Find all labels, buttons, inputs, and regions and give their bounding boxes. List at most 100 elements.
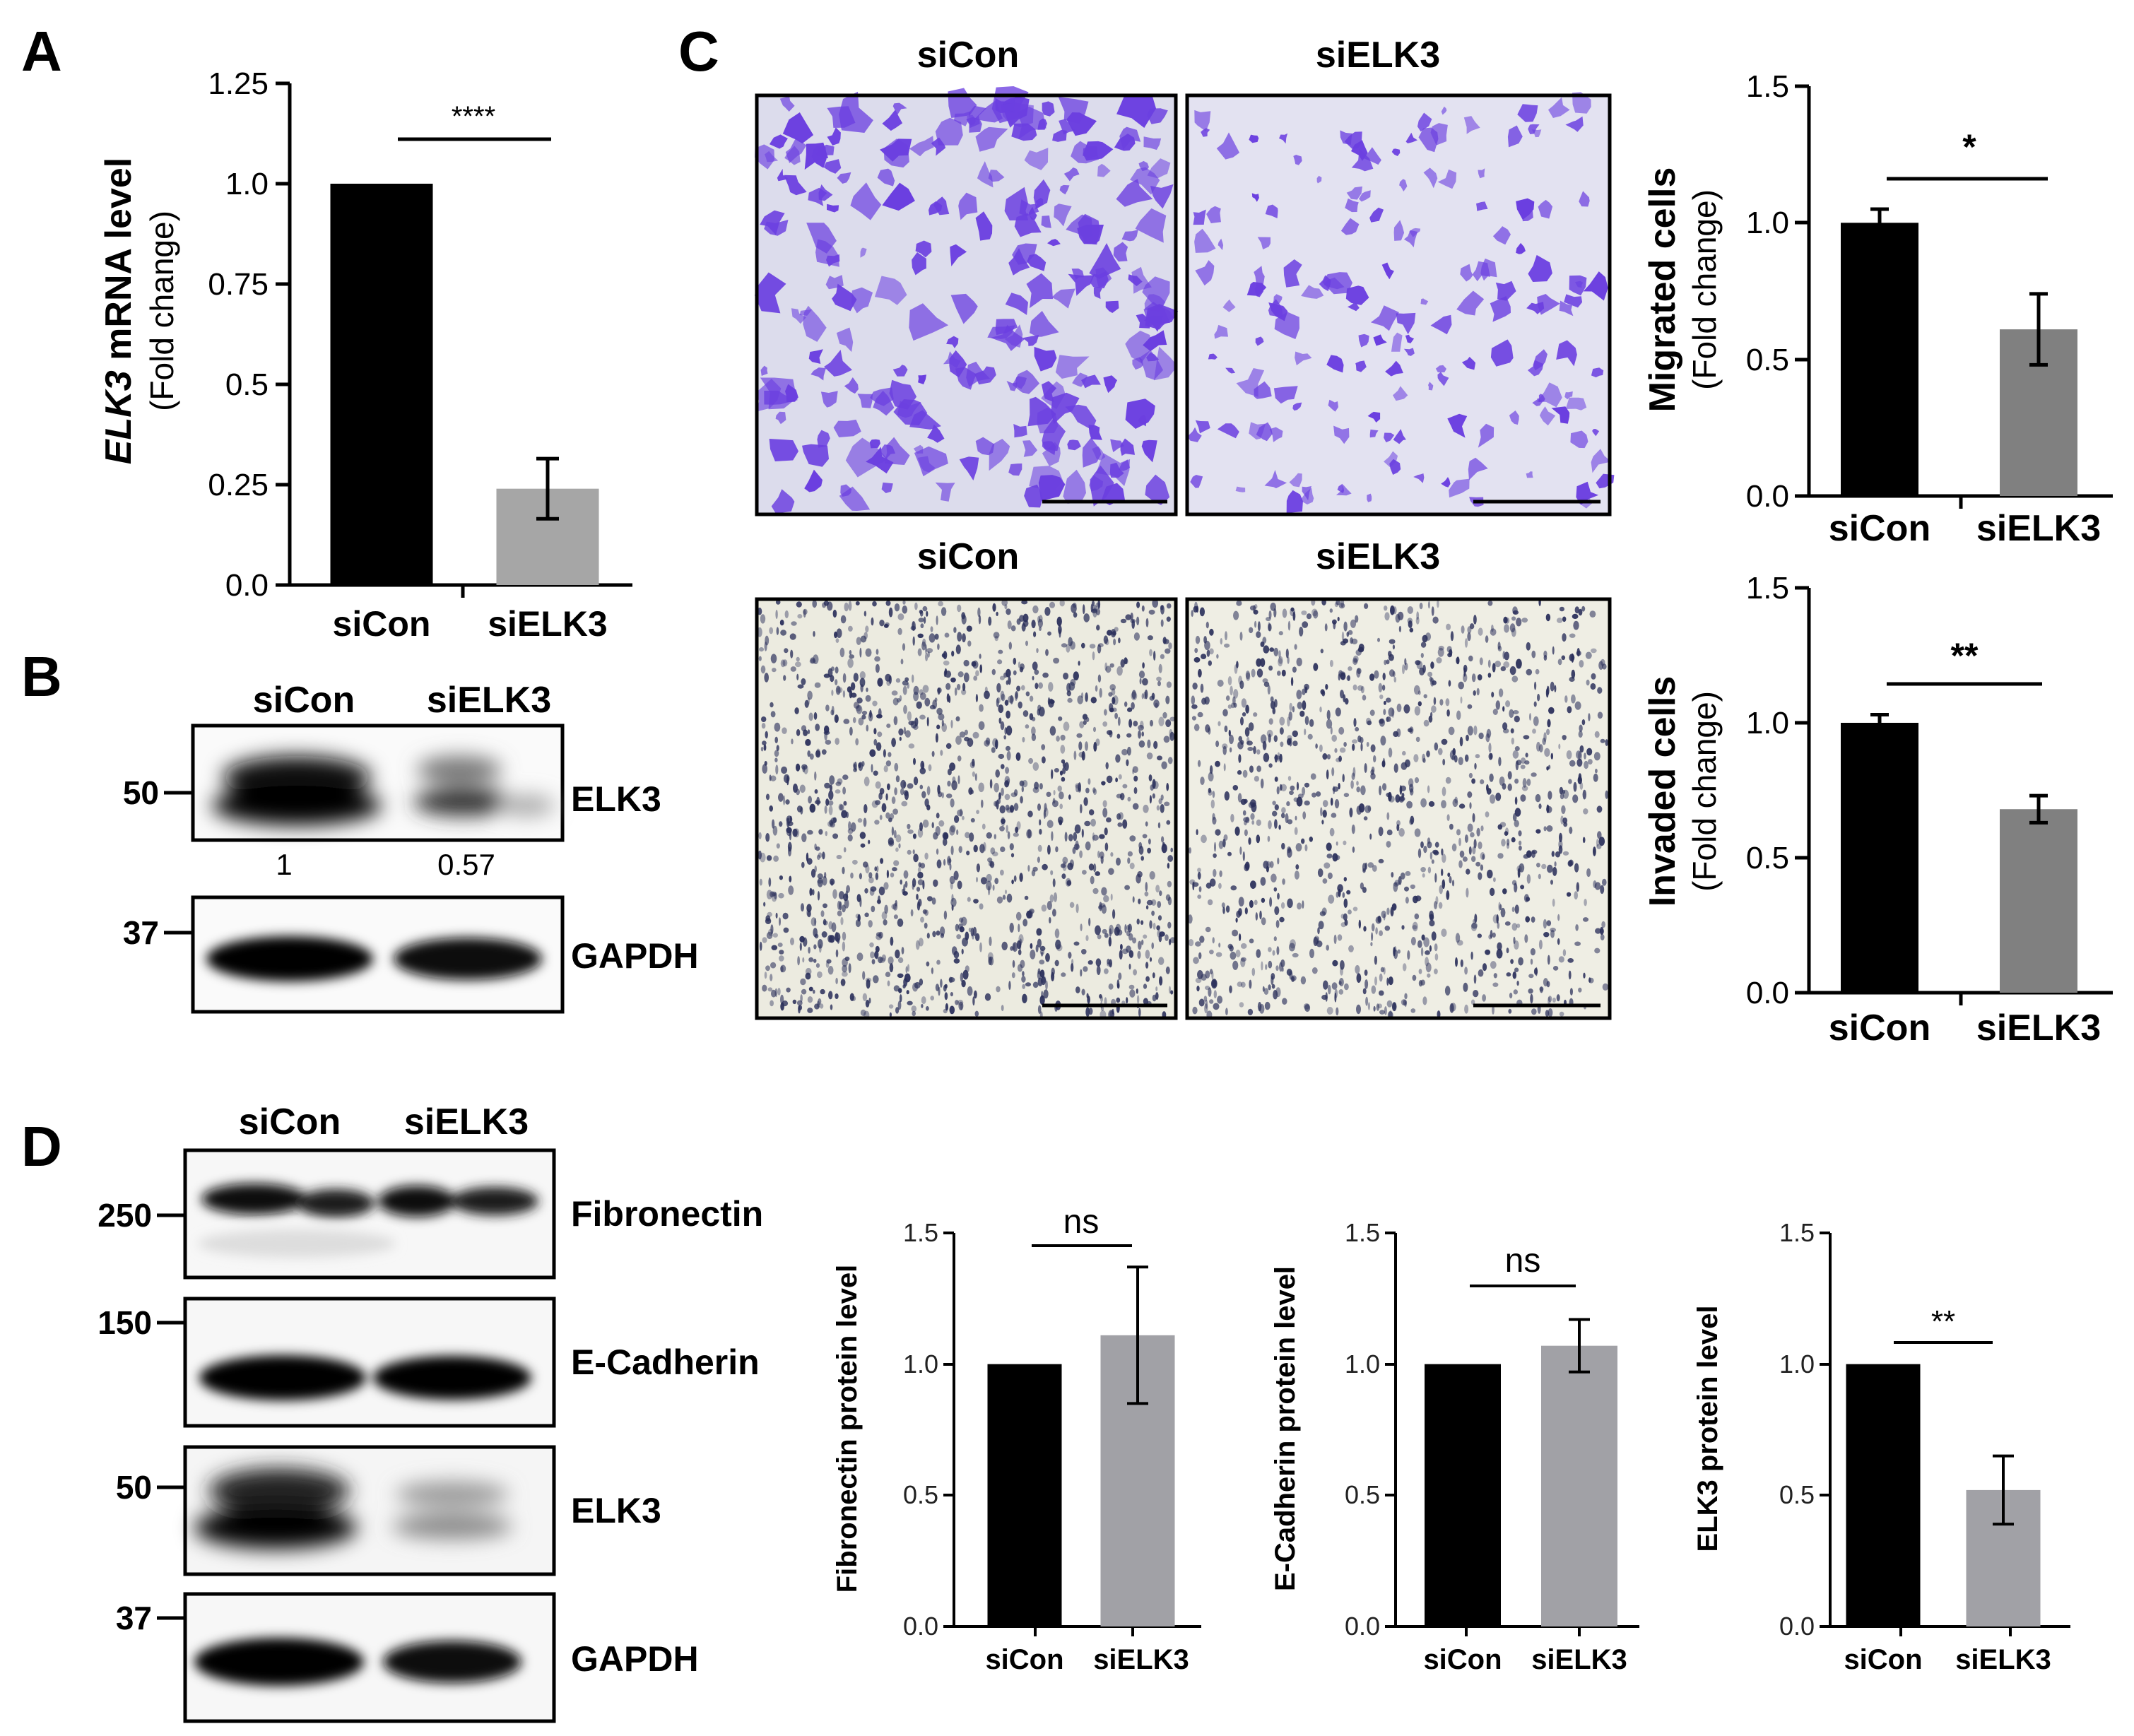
cell <box>832 283 857 312</box>
cell <box>1420 653 1424 659</box>
cell <box>829 878 835 885</box>
cell <box>1338 726 1345 735</box>
cell <box>1197 711 1203 718</box>
cell <box>1203 996 1208 1002</box>
cell <box>950 798 955 808</box>
cell <box>1352 846 1355 853</box>
cell <box>1015 752 1021 761</box>
cell <box>1071 603 1077 613</box>
cell <box>1081 949 1087 955</box>
cell <box>835 949 839 958</box>
cell <box>1242 769 1248 778</box>
cell <box>1037 968 1041 975</box>
cell <box>1309 719 1314 727</box>
cell <box>935 733 938 743</box>
cell <box>950 825 956 833</box>
cell <box>1514 967 1519 972</box>
cell <box>1526 779 1531 786</box>
cell <box>1329 827 1335 837</box>
cell <box>1438 645 1444 651</box>
cell <box>1039 819 1042 826</box>
cell <box>1581 719 1586 726</box>
cell <box>871 800 878 808</box>
invasion-image-sielk3 <box>1185 597 1612 1020</box>
cell <box>1560 815 1564 825</box>
cell <box>1128 950 1134 958</box>
cell <box>890 936 894 946</box>
cell <box>1085 935 1089 942</box>
cell <box>1167 757 1173 764</box>
cell <box>912 1010 916 1017</box>
cell <box>759 941 762 951</box>
cell <box>1327 872 1333 880</box>
quant-value: 0.57 <box>437 848 495 881</box>
cell <box>757 850 762 860</box>
cell <box>1417 690 1421 695</box>
cell <box>1051 800 1059 808</box>
cell <box>1351 825 1355 834</box>
cell <box>1597 831 1602 839</box>
panel-d-elk3-chart: 0.0 0.5 1.0 1.5 ** siCon siELK3 ELK3 pro… <box>1692 1218 2070 1675</box>
cell <box>875 872 879 880</box>
cell <box>1486 728 1492 738</box>
cell <box>962 969 969 980</box>
cell <box>826 959 832 964</box>
cell <box>1201 697 1207 705</box>
cell <box>1047 820 1054 828</box>
cell <box>1404 662 1408 671</box>
cell <box>979 844 985 854</box>
cell <box>1328 984 1331 995</box>
cell <box>1381 685 1386 691</box>
cell <box>910 909 914 917</box>
cell <box>1067 439 1081 451</box>
cell <box>1225 631 1227 641</box>
cell <box>974 100 1003 123</box>
y-axis-sublabel: (Fold change) <box>143 211 180 411</box>
cell <box>1209 878 1216 887</box>
cell <box>1319 707 1322 713</box>
cell <box>895 847 899 852</box>
cell <box>1138 740 1145 748</box>
cell <box>957 999 964 1006</box>
cell <box>1138 898 1141 904</box>
cell <box>1275 965 1279 972</box>
cell <box>769 805 773 812</box>
cell <box>1523 854 1529 859</box>
cell <box>835 638 839 643</box>
cell <box>847 834 853 842</box>
cell <box>1343 898 1348 909</box>
cell <box>924 697 931 707</box>
cell <box>1514 904 1519 914</box>
cell <box>978 782 984 793</box>
cell <box>1271 973 1275 980</box>
cell <box>1107 730 1113 736</box>
cell <box>1358 333 1369 348</box>
cell <box>1574 606 1579 614</box>
blot-label: ELK3 <box>571 1491 661 1530</box>
cell <box>1378 858 1384 863</box>
cell <box>1024 484 1043 508</box>
cell <box>1585 651 1592 659</box>
cell <box>1149 871 1155 880</box>
cell <box>964 736 969 742</box>
cell <box>1525 752 1528 757</box>
cell <box>957 632 962 642</box>
cell <box>1092 787 1096 793</box>
cell <box>1417 940 1422 948</box>
cell <box>770 962 777 969</box>
cell <box>1586 868 1591 878</box>
cell <box>860 1009 866 1016</box>
cell <box>1073 612 1078 618</box>
cell <box>1605 790 1608 799</box>
cell <box>1600 659 1605 666</box>
cell <box>837 900 841 910</box>
cell <box>1063 721 1070 731</box>
cell <box>1480 825 1484 832</box>
cell <box>861 710 868 716</box>
cell <box>958 192 978 220</box>
cell <box>1032 981 1039 988</box>
cell <box>967 986 973 996</box>
cell <box>1213 853 1217 858</box>
cell <box>1340 641 1346 646</box>
cell <box>1559 300 1574 317</box>
